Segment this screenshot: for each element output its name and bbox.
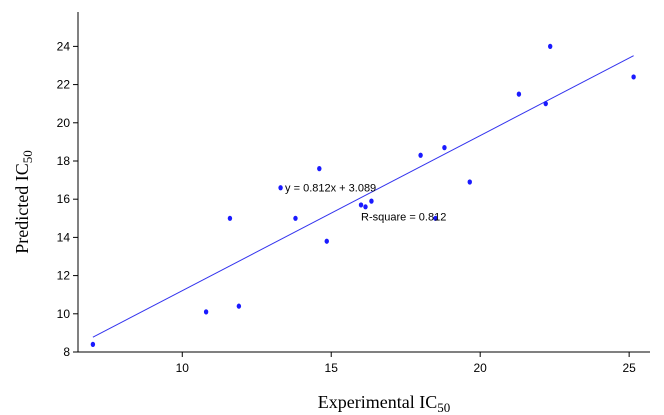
- data-point: [369, 198, 374, 204]
- y-tick-label: 16: [57, 192, 71, 206]
- y-tick-label: 20: [57, 116, 71, 130]
- y-tick-label: 18: [57, 154, 71, 168]
- y-tick-label: 12: [57, 269, 71, 283]
- data-point: [442, 145, 447, 151]
- x-tick-label: 20: [474, 361, 488, 375]
- y-tick-label: 24: [57, 39, 71, 53]
- x-tick-label: 25: [622, 361, 636, 375]
- data-point: [90, 341, 96, 347]
- data-point: [317, 166, 322, 172]
- x-tick-label: 15: [325, 361, 339, 375]
- y-tick-label: 14: [57, 230, 71, 244]
- y-tick-label: 22: [57, 78, 71, 92]
- x-axis-title-main: Experimental IC: [318, 392, 437, 412]
- x-tick-label: 10: [176, 361, 190, 375]
- x-axis-title-subscript: 50: [437, 400, 450, 415]
- data-point: [278, 185, 283, 191]
- y-axis-title: Predicted IC50: [12, 150, 35, 253]
- data-points: [90, 43, 636, 347]
- data-point: [467, 179, 472, 185]
- data-point: [227, 215, 233, 221]
- y-ticks: 8 10 12 14 16 18 20 22 24: [57, 39, 78, 359]
- data-point: [547, 43, 553, 49]
- data-point: [203, 309, 209, 315]
- x-ticks: 10 15 20 25: [176, 352, 636, 375]
- r-square-annotation: R-square = 0.812: [361, 211, 446, 223]
- x-axis-title: Experimental IC50: [318, 392, 450, 415]
- data-point: [433, 215, 438, 221]
- data-point: [363, 204, 368, 210]
- data-point: [324, 238, 329, 244]
- data-point: [236, 303, 242, 309]
- y-tick-label: 8: [63, 345, 70, 359]
- data-point: [418, 152, 423, 158]
- regression-line: [92, 55, 634, 338]
- y-axis-title-main: Predicted IC: [12, 163, 32, 253]
- y-tick-label: 10: [57, 307, 71, 321]
- equation-annotation: y = 0.812x + 3.089: [285, 183, 376, 195]
- data-point: [543, 101, 548, 107]
- data-point: [631, 74, 636, 80]
- axes: [77, 12, 650, 353]
- data-point: [293, 215, 298, 221]
- y-axis-title-subscript: 50: [20, 150, 35, 163]
- data-point: [516, 91, 522, 97]
- data-point: [358, 202, 364, 208]
